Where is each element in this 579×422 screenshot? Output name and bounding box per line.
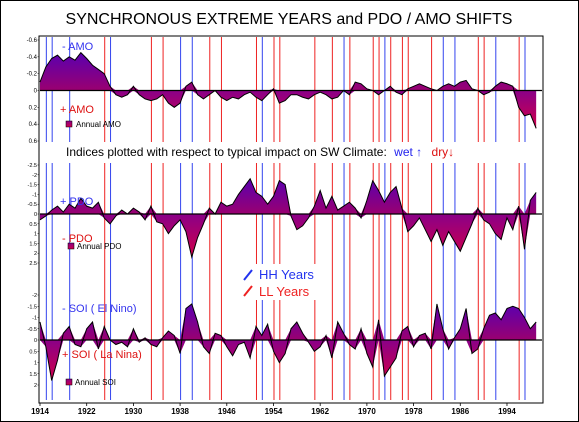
plot-frame bbox=[38, 35, 544, 404]
x-tick-label: 1922 bbox=[78, 407, 96, 416]
y-tick-label: -0.5 bbox=[28, 327, 37, 333]
y-tick-label: 2 bbox=[34, 383, 37, 389]
pdo-legend-swatch bbox=[67, 242, 75, 250]
x-tick-label: 1970 bbox=[358, 407, 376, 416]
area-fill-upper-annual-amo bbox=[40, 52, 537, 91]
x-tick-label: 1978 bbox=[405, 407, 423, 416]
subtitle-wet: wet ↑ bbox=[393, 145, 422, 159]
y-tick-label: -2.5 bbox=[28, 163, 37, 169]
soi-legend-label: Annual SOI bbox=[75, 378, 116, 387]
y-tick-label: 2 bbox=[34, 251, 37, 257]
amo-bottom-label: + AMO bbox=[60, 104, 94, 116]
x-tick-label: 1930 bbox=[124, 407, 142, 416]
y-tick-label: 1.5 bbox=[29, 372, 37, 378]
hh-legend-line bbox=[243, 269, 253, 281]
y-tick-label: 0.6 bbox=[29, 139, 38, 145]
amo-top-label: - AMO bbox=[62, 41, 94, 53]
ll-legend-line bbox=[243, 285, 253, 297]
x-tick-label: 1914 bbox=[31, 407, 49, 416]
area-fill-lower-annual-pdo bbox=[40, 214, 537, 258]
y-tick-label: 0 bbox=[34, 338, 37, 344]
y-tick-label: 0.5 bbox=[29, 222, 37, 228]
index-areas bbox=[39, 51, 542, 381]
x-tick-label: 1986 bbox=[451, 407, 469, 416]
y-tick-label: -0.2 bbox=[27, 72, 38, 78]
y-tick-label: -1.5 bbox=[28, 304, 37, 310]
y-tick-label: 1 bbox=[34, 232, 37, 238]
x-tick-label: 1938 bbox=[171, 407, 189, 416]
y-tick-label: 0 bbox=[34, 212, 37, 218]
subtitle-dry: dry↓ bbox=[432, 145, 455, 159]
y-tick-label: 0 bbox=[34, 89, 38, 95]
y-tick-label: 0.5 bbox=[29, 349, 37, 355]
subtitle-background bbox=[40, 143, 542, 161]
soi-top-label: - SOI ( El Nino) bbox=[62, 303, 137, 315]
y-tick-label: 1.5 bbox=[29, 241, 37, 247]
x-tick-label: 1962 bbox=[311, 407, 329, 416]
chart-title: SYNCHRONOUS EXTREME YEARS and PDO / AMO … bbox=[66, 11, 513, 28]
y-axis-ticks: -0.6 -0.4 -0.2 0 0.2 0.4 0.6 2.5 2 1.5 1 0.5 0 -0.5 -1… bbox=[27, 38, 39, 389]
pdo-legend-label: Annual PDO bbox=[77, 242, 121, 251]
hh-legend-label: HH Years bbox=[259, 267, 314, 282]
subtitle-text: Indices plotted with respect to typical … bbox=[66, 145, 387, 159]
y-tick-label: 2.5 bbox=[29, 261, 37, 267]
years-legend-box bbox=[239, 264, 331, 300]
y-tick-label: -1 bbox=[32, 192, 37, 198]
pdo-top-label: + PDO bbox=[60, 196, 94, 208]
y-tick-label: -1.5 bbox=[28, 183, 37, 189]
y-tick-label: -2 bbox=[32, 173, 37, 179]
amo-legend-label: Annual AMO bbox=[76, 120, 121, 129]
y-tick-label: -0.6 bbox=[27, 38, 38, 44]
series-outline-annual-amo bbox=[39, 51, 537, 129]
x-tick-label: 1946 bbox=[218, 407, 236, 416]
x-tick-label: 1994 bbox=[498, 407, 516, 416]
pdo-bottom-label: - PDO bbox=[62, 233, 93, 245]
amo-legend-swatch bbox=[65, 120, 73, 128]
y-tick-label: -1 bbox=[32, 316, 37, 322]
y-tick-label: -0.5 bbox=[28, 202, 37, 208]
ll-legend-label: LL Years bbox=[259, 284, 310, 299]
subtitle: Indices plotted with respect to typical … bbox=[66, 145, 454, 159]
series-outline-annual-pdo bbox=[39, 177, 537, 260]
area-fill-upper-annual-pdo bbox=[40, 178, 537, 214]
y-tick-label: 0.4 bbox=[29, 122, 38, 128]
soi-legend-swatch bbox=[65, 378, 73, 386]
y-tick-label: -0.4 bbox=[27, 55, 38, 61]
soi-bottom-label: + SOI ( La Nina) bbox=[62, 349, 142, 361]
x-tick-label: 1954 bbox=[265, 407, 283, 416]
year-marker-lines bbox=[45, 37, 526, 400]
y-tick-label: -2 bbox=[32, 293, 37, 299]
y-tick-label: 1 bbox=[34, 361, 37, 367]
x-axis-ticks: 1914 1922 1930 1938 1946 1954 1962 1970 1978 1986… bbox=[31, 403, 516, 416]
area-fill-upper-annual-soi bbox=[40, 304, 537, 340]
y-tick-label: 0.2 bbox=[29, 105, 38, 111]
